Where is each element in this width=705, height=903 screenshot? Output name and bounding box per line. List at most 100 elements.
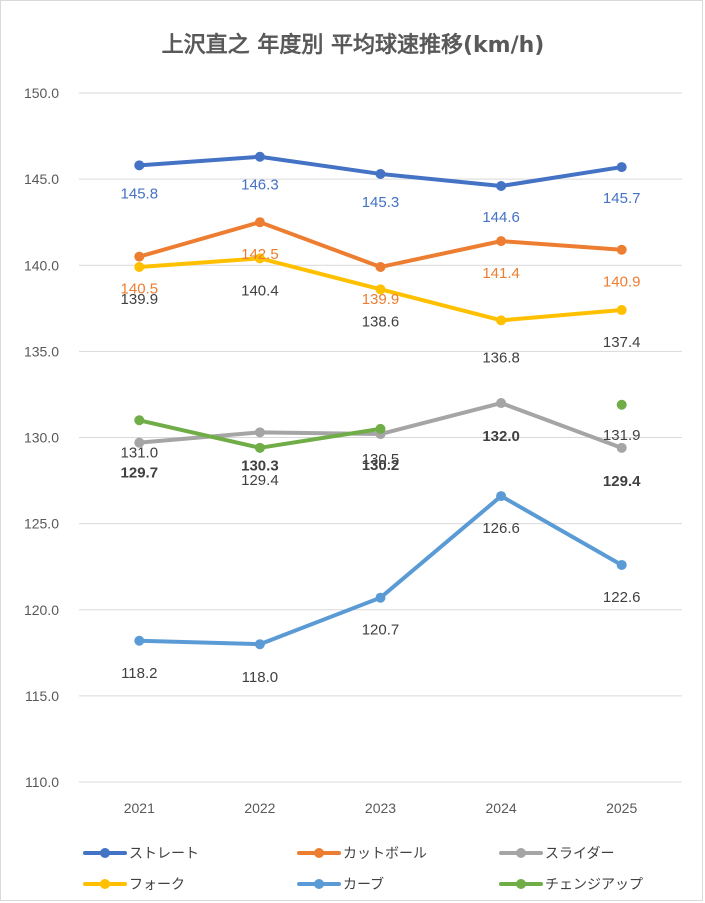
legend-label: スライダー [545, 846, 614, 862]
legend-marker [314, 879, 324, 889]
x-tick-label: 2023 [365, 800, 396, 816]
data-labels: 145.8 146.3 145.3 144.6 145.7 140.5 142.5 139.9… [121, 177, 642, 686]
data-label: 144.6 [482, 209, 520, 226]
legend-label: カーブ [343, 876, 384, 893]
data-label: 129.7 [121, 465, 159, 482]
data-label: 129.4 [603, 473, 641, 490]
series [134, 151, 627, 650]
legend-item: ストレート [83, 846, 199, 862]
data-point [254, 639, 265, 650]
data-label: 141.4 [482, 265, 520, 282]
data-point [254, 442, 265, 453]
data-point [254, 151, 265, 162]
y-tick-label: 110.0 [25, 774, 59, 790]
data-label: 138.6 [362, 313, 400, 330]
data-point [616, 162, 627, 173]
legend-label: チェンジアップ [545, 877, 643, 893]
legend-label: カットボール [343, 846, 427, 862]
chart-title: 上沢直之 年度別 平均球速推移(km/h) [162, 32, 545, 58]
data-point [496, 315, 507, 326]
data-label: 122.6 [603, 589, 641, 606]
data-label: 130.5 [362, 451, 400, 468]
data-point [134, 437, 145, 448]
data-point [616, 244, 627, 255]
data-point [375, 423, 386, 434]
data-point [254, 427, 265, 438]
data-label: 139.9 [121, 291, 159, 308]
data-label: 146.3 [241, 177, 279, 194]
data-point [254, 217, 265, 228]
legend-label: ストレート [129, 846, 199, 862]
series-チェンジアップ [134, 399, 627, 453]
data-label: 131.0 [121, 444, 159, 461]
data-point [134, 261, 145, 272]
x-tick-label: 2021 [124, 800, 155, 816]
data-label: 145.7 [603, 190, 641, 207]
data-label: 137.4 [603, 334, 641, 351]
data-point [375, 168, 386, 179]
data-point [616, 399, 627, 410]
data-point [496, 236, 507, 247]
data-label: 126.6 [482, 520, 520, 537]
y-tick-label: 115.0 [25, 688, 59, 704]
y-tick-label: 120.0 [24, 602, 59, 618]
data-label: 132.0 [482, 428, 520, 445]
legend-item: スライダー [499, 846, 614, 862]
data-point [134, 635, 145, 646]
data-label: 118.0 [242, 669, 278, 686]
data-point [375, 261, 386, 272]
x-tick-label: 2024 [486, 800, 517, 816]
data-label: 142.5 [241, 246, 279, 263]
data-label: 145.3 [362, 194, 400, 211]
data-label: 131.9 [603, 427, 641, 444]
legend-marker [100, 848, 110, 858]
legend-item: カットボール [297, 846, 427, 862]
data-point [496, 491, 507, 502]
series-ストレート [134, 151, 627, 192]
data-label: 145.8 [121, 185, 159, 202]
legend-label: フォーク [129, 877, 185, 893]
legend-marker [100, 879, 110, 889]
legend-item: カーブ [297, 876, 384, 893]
y-axis: 110.0 115.0 120.0 125.0 130.0 135.0 140.0 145.0… [24, 85, 59, 790]
data-label: 140.5 [121, 281, 159, 298]
data-label: 130.2 [362, 457, 400, 474]
x-axis: 2021 2022 2023 2024 2025 [124, 800, 638, 816]
legend-item: フォーク [83, 877, 185, 893]
y-tick-label: 145.0 [24, 171, 59, 187]
data-point [134, 160, 145, 171]
y-tick-label: 150.0 [24, 85, 59, 101]
data-label: 139.9 [362, 291, 400, 308]
data-label: 136.8 [482, 349, 520, 366]
data-label: 129.4 [241, 472, 279, 489]
y-tick-label: 140.0 [24, 257, 59, 273]
y-tick-label: 130.0 [24, 430, 59, 446]
series-カーブ [134, 491, 627, 650]
y-tick-label: 135.0 [24, 343, 59, 359]
data-point [496, 181, 507, 192]
legend-marker [314, 848, 324, 858]
x-tick-label: 2025 [606, 800, 637, 816]
data-point [375, 592, 386, 603]
data-point [134, 251, 145, 262]
data-label: 118.2 [121, 665, 157, 682]
data-point [496, 398, 507, 409]
data-label: 130.3 [241, 457, 279, 474]
data-point [616, 442, 627, 453]
legend-marker [516, 848, 526, 858]
data-label: 120.7 [362, 622, 400, 639]
data-point [616, 305, 627, 316]
data-point [375, 284, 386, 295]
series-カットボール [134, 217, 627, 272]
legend-item: チェンジアップ [499, 877, 643, 893]
data-point [616, 559, 627, 570]
series-フォーク [134, 253, 627, 326]
y-tick-label: 125.0 [24, 516, 59, 532]
legend-marker [516, 879, 526, 889]
data-label: 140.9 [603, 274, 641, 291]
data-point [134, 415, 145, 426]
data-point [254, 253, 265, 264]
